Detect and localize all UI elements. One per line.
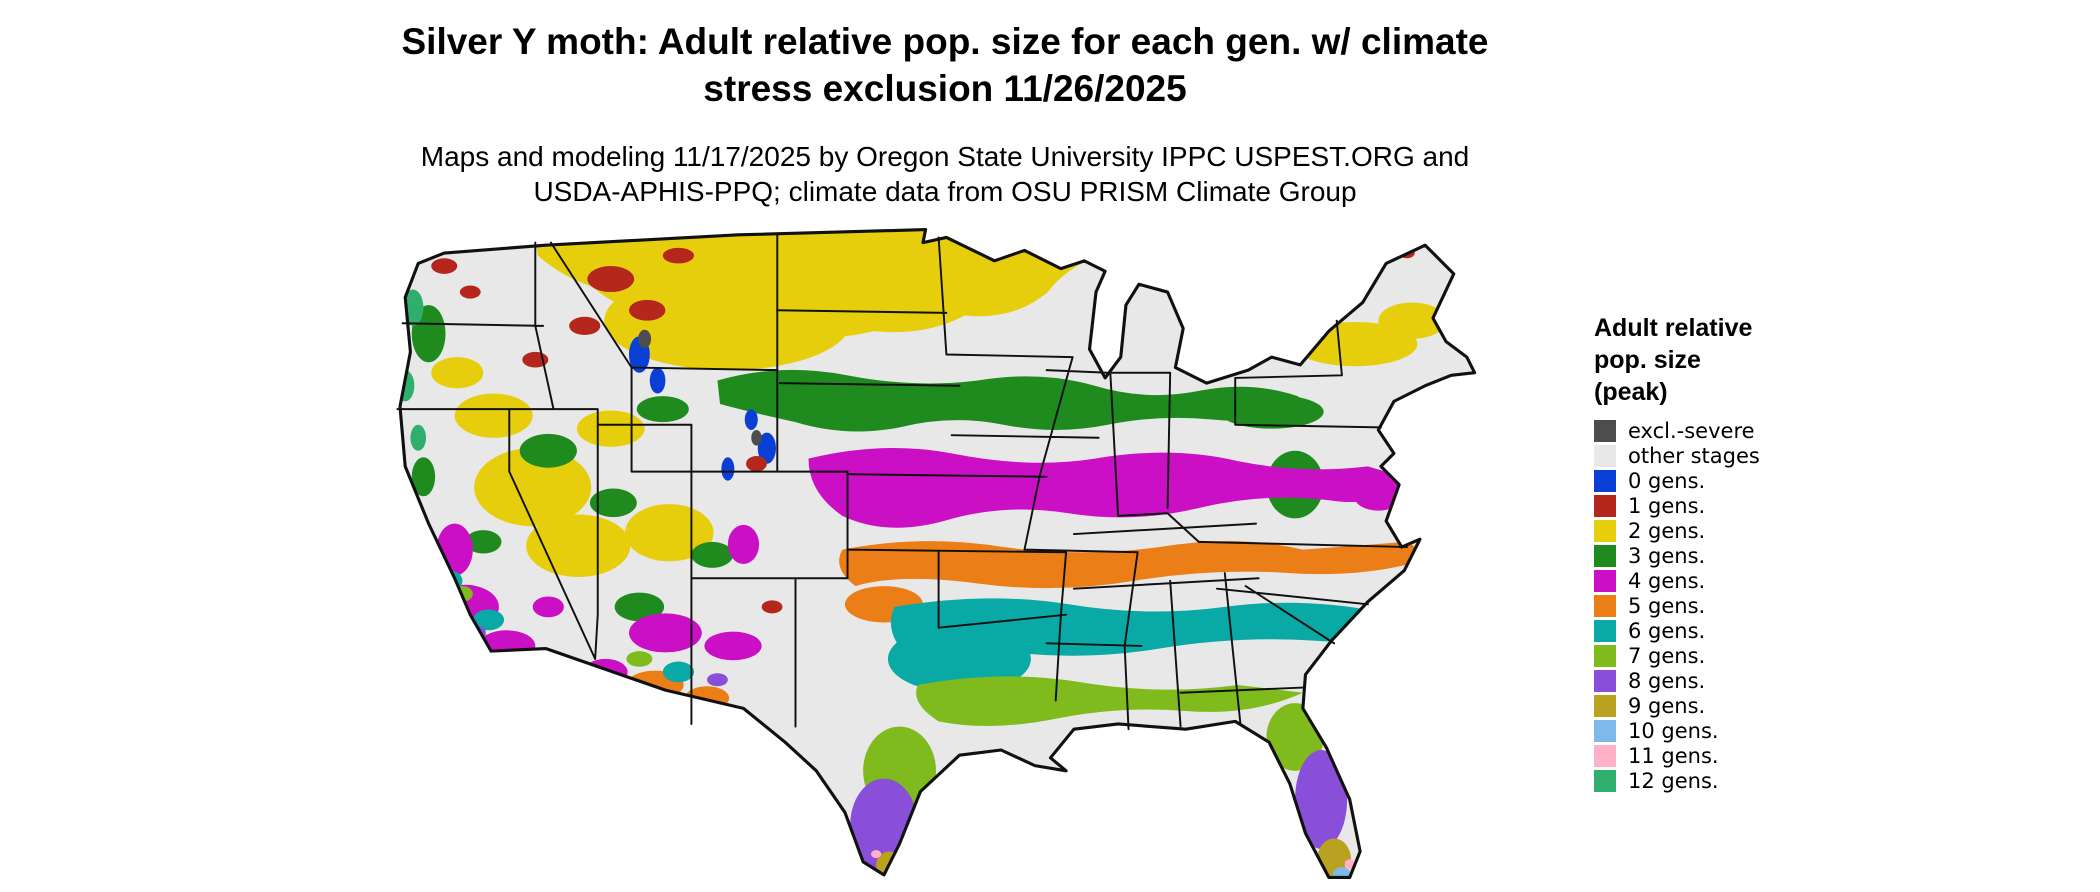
legend-item-7-gens: 7 gens. bbox=[1594, 643, 1834, 668]
legend-item-12-gens: 12 gens. bbox=[1594, 768, 1834, 793]
legend-item-3-gens: 3 gens. bbox=[1594, 543, 1834, 568]
legend-item-4-gens: 4 gens. bbox=[1594, 568, 1834, 593]
legend-swatch-10-gens bbox=[1594, 719, 1616, 742]
us-map-svg bbox=[396, 228, 1477, 880]
figure-headings: Silver Y moth: Adult relative pop. size … bbox=[0, 18, 1890, 209]
state-borders bbox=[396, 233, 1408, 731]
legend-label-10-gens: 10 gens. bbox=[1628, 718, 1719, 743]
legend-swatch-other-stages bbox=[1594, 444, 1616, 467]
legend-item-0-gens: 0 gens. bbox=[1594, 468, 1834, 493]
legend-label-7-gens: 7 gens. bbox=[1628, 643, 1706, 668]
map-band-excl-severe bbox=[638, 329, 762, 446]
legend-swatch-4-gens bbox=[1594, 569, 1616, 592]
legend-item-10-gens: 10 gens. bbox=[1594, 718, 1834, 743]
map-band-0-gens bbox=[628, 336, 776, 481]
us-outline bbox=[398, 228, 1477, 880]
legend-label-6-gens: 6 gens. bbox=[1628, 618, 1706, 643]
legend-label-excl-severe: excl.-severe bbox=[1628, 418, 1755, 443]
legend-label-1-gens: 1 gens. bbox=[1628, 493, 1706, 518]
legend-swatch-12-gens bbox=[1594, 769, 1616, 792]
us-generations-map bbox=[332, 214, 1540, 884]
legend-item-8-gens: 8 gens. bbox=[1594, 668, 1834, 693]
map-title: Silver Y moth: Adult relative pop. size … bbox=[0, 18, 1890, 113]
legend-label-5-gens: 5 gens. bbox=[1628, 593, 1706, 618]
legend-swatch-11-gens bbox=[1594, 744, 1616, 767]
legend-label-0-gens: 0 gens. bbox=[1628, 468, 1706, 493]
legend-label-11-gens: 11 gens. bbox=[1628, 743, 1719, 768]
legend-title-line3: (peak) bbox=[1594, 378, 1668, 406]
legend-swatch-0-gens bbox=[1594, 469, 1616, 492]
legend-label-12-gens: 12 gens. bbox=[1628, 768, 1719, 793]
legend-title: Adult relative pop. size (peak) bbox=[1594, 312, 1834, 408]
legend-label-2-gens: 2 gens. bbox=[1628, 518, 1706, 543]
legend-title-line1: Adult relative bbox=[1594, 314, 1753, 342]
legend-swatch-excl-severe bbox=[1594, 419, 1616, 442]
legend-swatch-8-gens bbox=[1594, 669, 1616, 692]
legend-item-11-gens: 11 gens. bbox=[1594, 743, 1834, 768]
map-title-line2: stress exclusion 11/26/2025 bbox=[703, 68, 1187, 110]
map-band-6-gens bbox=[436, 570, 1465, 693]
legend-label-other-stages: other stages bbox=[1628, 443, 1760, 468]
map-band-11-gens bbox=[870, 850, 1355, 870]
legend-item-1-gens: 1 gens. bbox=[1594, 493, 1834, 518]
legend-item-excl-severe: excl.-severe bbox=[1594, 418, 1834, 443]
legend-item-6-gens: 6 gens. bbox=[1594, 618, 1834, 643]
legend-label-3-gens: 3 gens. bbox=[1628, 543, 1706, 568]
map-band-9-gens bbox=[876, 838, 1352, 878]
legend-item-2-gens: 2 gens. bbox=[1594, 518, 1834, 543]
legend-swatch-6-gens bbox=[1594, 619, 1616, 642]
map-title-line1: Silver Y moth: Adult relative pop. size … bbox=[401, 21, 1489, 62]
legend-label-8-gens: 8 gens. bbox=[1628, 668, 1706, 693]
map-subtitle-line2: USDA-APHIS-PPQ; climate data from OSU PR… bbox=[533, 175, 1357, 207]
legend-item-5-gens: 5 gens. bbox=[1594, 593, 1834, 618]
legend-swatch-5-gens bbox=[1594, 594, 1616, 617]
legend-label-4-gens: 4 gens. bbox=[1628, 568, 1706, 593]
legend-swatch-1-gens bbox=[1594, 494, 1616, 517]
legend-item-other-stages: other stages bbox=[1594, 443, 1834, 468]
legend-swatch-9-gens bbox=[1594, 694, 1616, 717]
map-band-4-gens bbox=[431, 447, 1420, 685]
legend-swatch-7-gens bbox=[1594, 644, 1616, 667]
legend-items: excl.-severe other stages 0 gens. 1 gens… bbox=[1594, 418, 1834, 793]
map-band-10-gens bbox=[889, 865, 1352, 878]
legend-title-line2: pop. size bbox=[1594, 346, 1701, 374]
legend-item-9-gens: 9 gens. bbox=[1594, 693, 1834, 718]
legend: Adult relative pop. size (peak) excl.-seve… bbox=[1594, 312, 1834, 793]
legend-swatch-3-gens bbox=[1594, 544, 1616, 567]
map-subtitle: Maps and modeling 11/17/2025 by Oregon S… bbox=[0, 139, 1890, 209]
map-subtitle-line1: Maps and modeling 11/17/2025 by Oregon S… bbox=[420, 140, 1470, 172]
legend-label-9-gens: 9 gens. bbox=[1628, 693, 1706, 718]
legend-swatch-2-gens bbox=[1594, 519, 1616, 542]
